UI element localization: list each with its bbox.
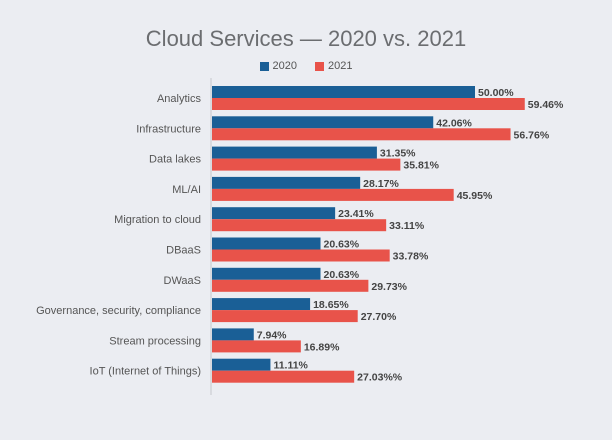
legend-swatch-2020 <box>259 61 269 71</box>
category-label: Governance, security, compliance <box>36 305 201 317</box>
chart-title: Cloud Services — 2020 vs. 2021 <box>145 26 467 51</box>
legend-label-2021: 2021 <box>328 60 353 72</box>
category-label: DBaaS <box>166 245 201 257</box>
category-label: Infrastructure <box>136 123 201 135</box>
data-label-2020: 50.00% <box>478 87 514 99</box>
bar-2021 <box>212 249 390 262</box>
data-label-2020: 11.11% <box>273 360 308 372</box>
legend-item-2021: 2021 <box>315 60 352 72</box>
data-label-2020: 31.35% <box>380 148 416 160</box>
data-label-2020: 7.94% <box>257 329 287 341</box>
data-label-2020: 23.41% <box>338 208 374 220</box>
bar-2020 <box>212 298 311 311</box>
legend-item-2020: 2020 <box>259 60 297 72</box>
category-label: Migration to cloud <box>114 214 201 226</box>
bar-2021 <box>212 219 387 232</box>
category-label: IoT (Internet of Things) <box>90 366 201 378</box>
data-label-2020: 20.63% <box>324 239 360 251</box>
category-label: Data lakes <box>149 154 201 166</box>
bar-2020 <box>212 358 271 371</box>
bar-2021 <box>212 158 401 171</box>
bar-2021 <box>212 188 454 201</box>
legend-swatch-2021 <box>315 61 324 71</box>
bar-2020 <box>212 207 336 220</box>
data-label-2020: 20.63% <box>324 269 360 281</box>
bar-2021 <box>212 370 355 383</box>
data-label-2021: 27.03%% <box>357 372 403 384</box>
bar-2020 <box>212 176 361 189</box>
data-label-2021: 27.70% <box>361 311 397 323</box>
data-label-2021: 33.78% <box>393 251 429 263</box>
bar-2021 <box>212 310 358 323</box>
data-label-2021: 59.46% <box>528 99 564 111</box>
bar-2020 <box>212 116 434 129</box>
data-label-2021: 35.81% <box>403 160 439 172</box>
category-label: DWaaS <box>164 275 202 287</box>
data-label-2020: 42.06% <box>436 117 472 129</box>
bar-2021 <box>212 98 525 110</box>
data-label-2021: 33.11% <box>389 220 425 232</box>
data-label-2021: 45.95% <box>457 190 493 202</box>
chart-legend: 2020 2021 <box>0 60 612 72</box>
bar-2021 <box>212 279 369 292</box>
category-label: Analytics <box>157 93 202 105</box>
data-label-2020: 28.17% <box>363 178 399 190</box>
category-label: Stream processing <box>109 335 201 347</box>
bar-2021 <box>212 128 511 141</box>
bar-2020 <box>212 267 321 280</box>
bar-2020 <box>212 237 321 250</box>
bar-2021 <box>212 340 301 353</box>
category-label: ML/AI <box>172 184 201 196</box>
bar-2020 <box>212 146 377 159</box>
legend-label-2020: 2020 <box>272 60 297 72</box>
data-label-2020: 18.65% <box>313 299 349 311</box>
data-label-2021: 29.73% <box>371 281 407 293</box>
data-label-2021: 16.89% <box>304 341 340 353</box>
bar-2020 <box>212 86 475 98</box>
data-label-2021: 56.76% <box>514 129 550 141</box>
bar-2020 <box>212 328 254 341</box>
